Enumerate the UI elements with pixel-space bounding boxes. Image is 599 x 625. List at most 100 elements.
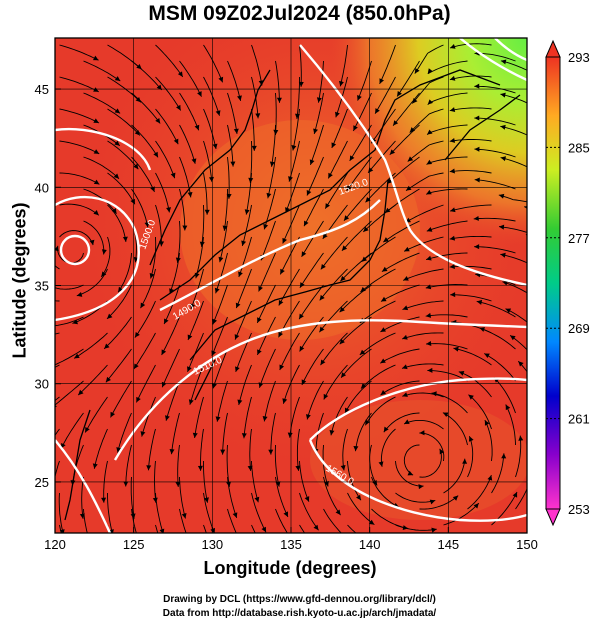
streamline <box>414 44 444 74</box>
streamline-arrowhead <box>473 503 479 509</box>
lat-lon-grid <box>55 38 527 533</box>
streamline <box>431 392 468 414</box>
streamline <box>474 179 516 190</box>
streamline-arrowhead <box>299 282 305 288</box>
x-axis-label: Longitude (degrees) <box>203 558 377 578</box>
streamline <box>59 44 99 61</box>
streamline-arrowhead <box>166 207 172 213</box>
streamline-arrowhead <box>323 393 329 400</box>
streamline <box>215 252 228 294</box>
streamline <box>339 284 372 313</box>
streamline <box>344 380 372 414</box>
streamline <box>347 492 375 526</box>
streamline <box>381 252 420 272</box>
streamline-arrowhead <box>329 429 335 436</box>
streamline <box>243 396 252 439</box>
y-axis: 25 30 35 40 45 <box>35 82 61 490</box>
streamline <box>187 300 204 341</box>
streamline-arrowhead <box>431 391 437 397</box>
streamline-arrowhead <box>309 159 315 165</box>
colorbar-tick-label: 277 <box>568 231 590 246</box>
streamline <box>59 203 100 216</box>
streamline-arrowhead <box>346 185 352 191</box>
streamline-arrowhead <box>409 127 416 133</box>
streamline-arrowhead <box>406 185 412 191</box>
streamline <box>442 412 468 446</box>
streamline-arrowhead <box>188 399 194 405</box>
streamline <box>299 44 302 87</box>
streamline <box>55 380 84 406</box>
streamline-arrowhead <box>276 97 282 103</box>
streamline-arrowhead <box>85 426 90 433</box>
streamline <box>341 220 372 252</box>
streamline-arrowhead <box>155 118 161 124</box>
streamline <box>343 188 372 221</box>
streamline <box>427 60 468 75</box>
streamline-arrowhead <box>92 463 98 469</box>
streamline <box>203 44 224 83</box>
streamline <box>340 348 372 378</box>
streamline-arrowhead <box>479 327 485 332</box>
streamline <box>235 268 252 309</box>
streamline <box>323 364 348 400</box>
streamline-arrowhead <box>226 193 232 199</box>
streamline <box>275 476 289 518</box>
streamline <box>383 220 420 243</box>
streamline-arrowhead <box>501 453 507 459</box>
streamline <box>320 332 348 366</box>
streamline <box>396 60 420 97</box>
streamline-arrowhead <box>427 99 434 105</box>
y-axis-label: Latitude (degrees) <box>9 202 30 359</box>
streamline-arrowhead <box>50 497 55 502</box>
streamline <box>403 236 444 252</box>
streamline-arrowhead <box>462 458 468 464</box>
streamline-arrowhead <box>38 460 43 466</box>
streamline <box>245 172 252 215</box>
x-tick-label: 140 <box>359 537 381 552</box>
streamline-arrowhead <box>134 332 140 338</box>
streamline <box>306 380 324 420</box>
streamline <box>301 348 324 386</box>
streamline-arrowhead <box>484 420 490 426</box>
streamline <box>505 404 516 446</box>
streamline-arrowhead <box>319 326 325 333</box>
streamline-arrowhead <box>335 509 341 516</box>
streamline <box>227 92 238 134</box>
streamline <box>339 44 348 87</box>
streamline <box>298 284 324 320</box>
streamline-arrowhead <box>140 431 146 437</box>
streamline <box>55 316 84 327</box>
streamline-arrowhead <box>402 305 409 311</box>
streamline <box>479 327 516 350</box>
streamline <box>131 92 161 124</box>
streamline-arrowhead <box>239 542 244 548</box>
streamline-arrowhead <box>269 161 275 167</box>
streamline-arrowhead <box>164 318 169 325</box>
streamline-arrowhead <box>263 223 269 230</box>
streamline-arrowhead <box>426 341 432 346</box>
streamline-arrowhead <box>266 192 272 199</box>
streamline-arrowhead <box>93 118 99 123</box>
x-tick-label: 135 <box>280 537 302 552</box>
streamline-arrowhead <box>313 128 318 134</box>
streamline-arrowhead <box>383 426 389 433</box>
streamline-arrowhead <box>316 97 322 103</box>
streamline <box>425 314 468 318</box>
streamline-arrowhead <box>261 526 267 533</box>
streamline-arrowhead <box>380 296 387 302</box>
streamline-arrowhead <box>93 179 100 185</box>
streamline <box>425 284 468 289</box>
colorbar-tick-label: 253 <box>568 502 590 517</box>
credit-data: Data from http://database.rish.kyoto-u.a… <box>162 608 437 619</box>
streamline <box>299 252 324 288</box>
streamline-arrowhead <box>133 163 139 170</box>
streamline <box>83 60 121 82</box>
streamline-arrowhead <box>365 419 370 426</box>
streamline <box>323 476 341 516</box>
streamline <box>251 108 255 151</box>
streamline-arrowhead <box>368 519 375 525</box>
streamline <box>83 508 88 533</box>
streamline <box>500 60 527 71</box>
streamline <box>125 444 132 487</box>
streamline-arrowhead <box>287 432 293 438</box>
